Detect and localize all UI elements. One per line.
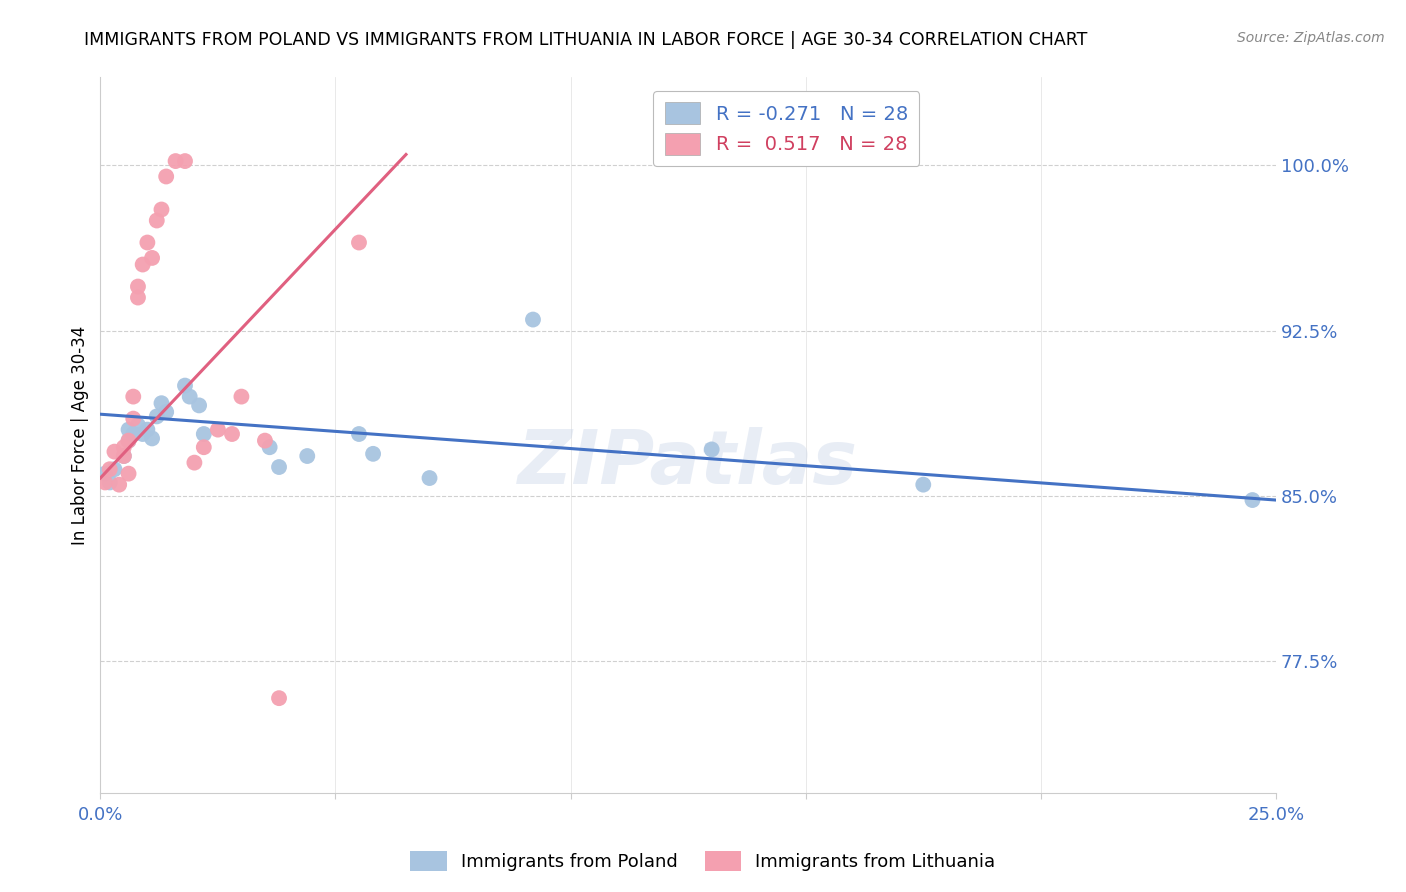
Point xyxy=(146,409,169,424)
Point xyxy=(418,471,440,485)
Point xyxy=(221,427,243,442)
Point xyxy=(122,411,145,425)
Point xyxy=(103,444,125,458)
Point xyxy=(297,449,319,463)
Point xyxy=(136,235,159,250)
Point xyxy=(122,390,145,404)
Point xyxy=(347,427,370,442)
Point xyxy=(122,427,145,442)
Point xyxy=(231,390,253,404)
Y-axis label: In Labor Force | Age 30-34: In Labor Force | Age 30-34 xyxy=(72,326,89,545)
Point xyxy=(150,202,173,217)
Point xyxy=(112,449,135,463)
Text: 25.0%: 25.0% xyxy=(1247,806,1305,824)
Point xyxy=(146,213,169,227)
Point xyxy=(188,398,211,412)
Point xyxy=(150,396,173,410)
Point xyxy=(179,390,201,404)
Legend: Immigrants from Poland, Immigrants from Lithuania: Immigrants from Poland, Immigrants from … xyxy=(404,844,1002,879)
Point xyxy=(131,258,153,272)
Point xyxy=(103,462,125,476)
Point xyxy=(700,442,723,457)
Point xyxy=(127,279,149,293)
Point xyxy=(94,467,117,481)
Point xyxy=(117,434,139,448)
Text: 0.0%: 0.0% xyxy=(77,806,124,824)
Point xyxy=(117,434,139,448)
Point xyxy=(347,235,370,250)
Point xyxy=(94,475,117,490)
Point xyxy=(112,449,135,463)
Point xyxy=(155,405,177,419)
Point xyxy=(165,154,187,169)
Point xyxy=(207,423,229,437)
Legend: R = -0.271   N = 28, R =  0.517   N = 28: R = -0.271 N = 28, R = 0.517 N = 28 xyxy=(654,91,920,166)
Point xyxy=(193,440,215,454)
Point xyxy=(141,432,163,446)
Point xyxy=(174,154,197,169)
Point xyxy=(131,427,153,442)
Point xyxy=(267,460,290,475)
Point xyxy=(127,418,149,433)
Point xyxy=(141,251,163,265)
Text: ZIPatlas: ZIPatlas xyxy=(519,427,858,500)
Point xyxy=(98,475,121,490)
Text: IMMIGRANTS FROM POLAND VS IMMIGRANTS FROM LITHUANIA IN LABOR FORCE | AGE 30-34 C: IMMIGRANTS FROM POLAND VS IMMIGRANTS FRO… xyxy=(84,31,1088,49)
Point xyxy=(98,462,121,476)
Point xyxy=(117,423,139,437)
Point xyxy=(155,169,177,184)
Point xyxy=(1241,493,1264,508)
Point xyxy=(193,427,215,442)
Point xyxy=(267,691,290,706)
Point xyxy=(253,434,276,448)
Point xyxy=(174,378,197,392)
Point xyxy=(183,456,205,470)
Point xyxy=(361,447,384,461)
Point xyxy=(259,440,281,454)
Point xyxy=(522,312,544,326)
Point xyxy=(136,423,159,437)
Point xyxy=(112,440,135,454)
Point xyxy=(117,467,139,481)
Point xyxy=(127,291,149,305)
Point xyxy=(108,477,131,491)
Text: Source: ZipAtlas.com: Source: ZipAtlas.com xyxy=(1237,31,1385,45)
Point xyxy=(912,477,935,491)
